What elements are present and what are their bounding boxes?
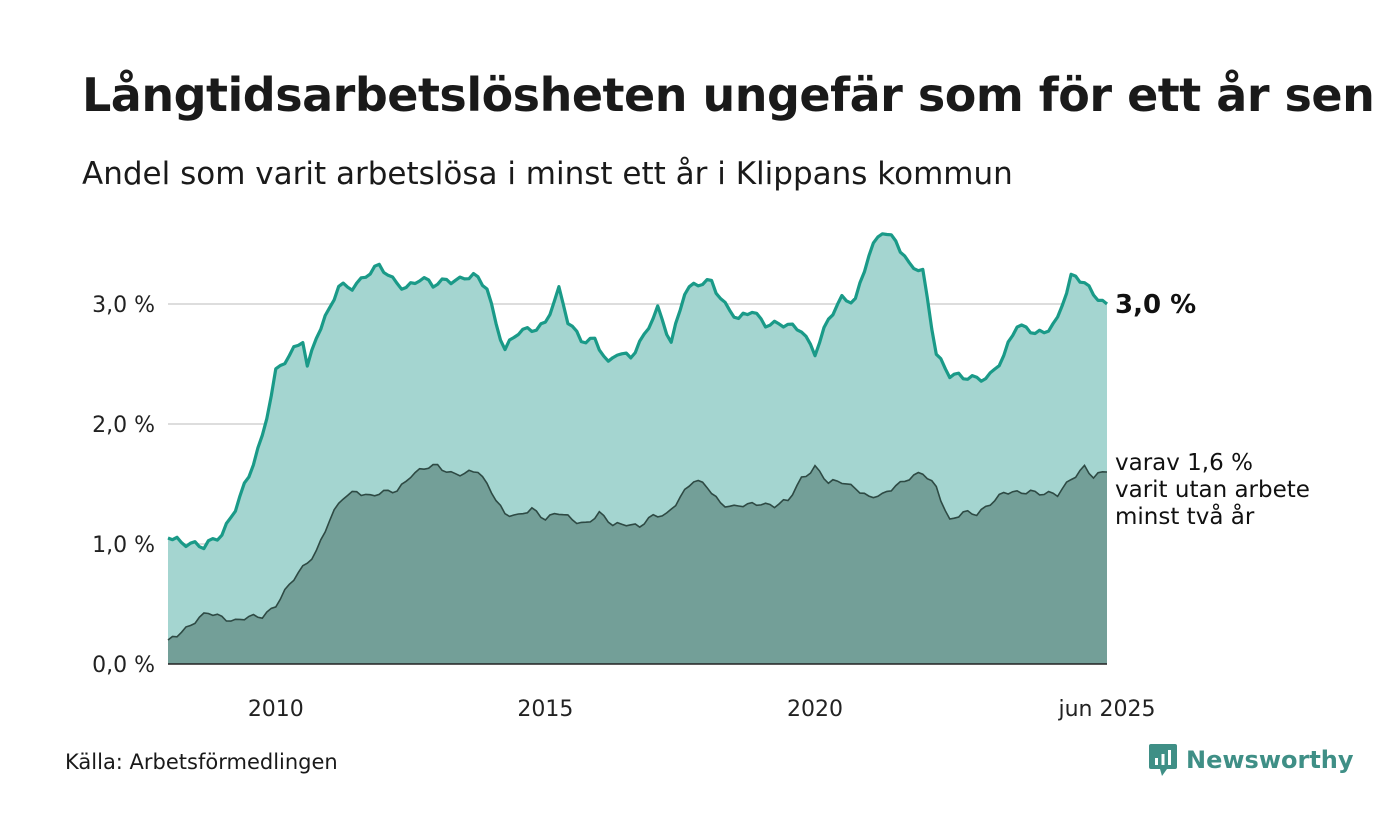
axis-ticks: 0,0 % 1,0 % 2,0 % 3,0 % 2010 2015 2020 jun 2025 bbox=[92, 293, 1155, 722]
x-tick-label: 2010 bbox=[248, 697, 304, 722]
sub-area bbox=[168, 464, 1107, 664]
source-note: Källa: Arbetsförmedlingen bbox=[65, 750, 338, 774]
total-line bbox=[167, 232, 1109, 551]
end-label-sub-line-2: varit utan arbete bbox=[1115, 477, 1310, 503]
sub-line bbox=[167, 463, 1108, 641]
x-tick-label: 2015 bbox=[517, 697, 573, 722]
x-tick-label: jun 2025 bbox=[1058, 697, 1156, 722]
brand-logo: Newsworthy bbox=[1148, 742, 1354, 778]
y-tick-label: 0,0 % bbox=[92, 653, 155, 678]
end-label-sub-line-1: varav 1,6 % bbox=[1115, 450, 1253, 476]
newsworthy-chart-bubble-icon bbox=[1149, 744, 1177, 776]
end-label-total: 3,0 % bbox=[1115, 290, 1196, 320]
x-tick-label: 2020 bbox=[787, 697, 843, 722]
y-tick-label: 3,0 % bbox=[92, 293, 155, 318]
chart-subtitle: Andel som varit arbetslösa i minst ett å… bbox=[82, 156, 1013, 192]
y-tick-label: 1,0 % bbox=[92, 533, 155, 558]
end-label-sub-line-3: minst två år bbox=[1115, 502, 1255, 530]
y-tick-label: 2,0 % bbox=[92, 413, 155, 438]
chart-title: Långtidsarbetslösheten ungefär som för e… bbox=[82, 68, 1375, 122]
end-labels: 3,0 % varav 1,6 % varit utan arbete mins… bbox=[1115, 290, 1310, 530]
brand-name: Newsworthy bbox=[1186, 746, 1354, 774]
series-areas bbox=[167, 232, 1109, 665]
